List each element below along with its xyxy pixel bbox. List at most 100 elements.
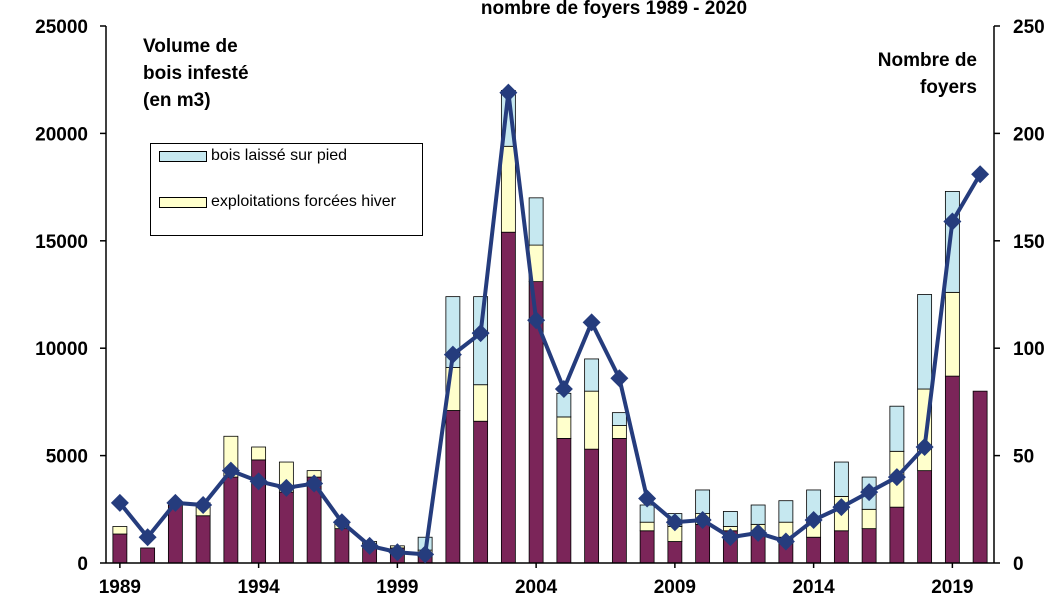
bar-segment [944, 291, 960, 377]
y2-axis-label: Nombre de [878, 50, 977, 71]
bar-segment [639, 504, 655, 523]
x-tick-label: 2004 [515, 577, 558, 598]
bar-segment [611, 438, 627, 564]
x-tick-label: 2019 [931, 577, 973, 598]
bar-segment [917, 470, 933, 564]
bar-segment [251, 446, 267, 461]
y2-tick-label: 100 [1013, 339, 1045, 360]
bar-segment [556, 438, 572, 564]
bar-segment [806, 536, 822, 564]
y-tick-label: 25000 [35, 17, 88, 38]
line-marker [971, 165, 990, 184]
line-marker [249, 472, 268, 491]
legend-label: bois laissé sur pied [211, 147, 348, 164]
bar-segment [944, 375, 960, 564]
line-marker [277, 478, 296, 497]
bar-segment [778, 500, 794, 523]
y-tick-label: 20000 [35, 124, 88, 145]
line-marker [443, 345, 462, 364]
y2-tick-label: 0 [1013, 554, 1024, 575]
x-tick-label: 1989 [99, 577, 141, 598]
line-marker [388, 543, 407, 562]
bar-segment [833, 530, 849, 564]
legend-item: exploitations forcées hiver [159, 192, 411, 212]
line-marker [138, 528, 157, 547]
y2-tick-label: 250 [1013, 17, 1045, 38]
line-marker [305, 474, 324, 493]
bar-segment [195, 515, 211, 564]
line-marker [638, 489, 657, 508]
legend: bois laissé sur pied exploitations forcée… [150, 143, 423, 236]
bar-segment [611, 412, 627, 426]
bar-segment [528, 197, 544, 246]
line-marker [416, 545, 435, 564]
line-marker [943, 212, 962, 231]
y-axis-label: bois infesté [143, 63, 249, 84]
legend-swatch [159, 197, 207, 208]
line-marker [221, 461, 240, 480]
bar-segment [917, 294, 933, 390]
line-marker [499, 83, 518, 102]
bar-segment [833, 461, 849, 497]
bar-segment [695, 523, 711, 564]
x-tick-label: 1994 [237, 577, 280, 598]
bar-segment [500, 145, 516, 233]
line-marker [693, 511, 712, 530]
line-marker [554, 380, 573, 399]
bar-segment [889, 506, 905, 564]
chart-title: nombre de foyers 1989 - 2020 [481, 0, 747, 19]
line-marker [527, 311, 546, 330]
line-marker [194, 496, 213, 515]
y-tick-label: 5000 [46, 447, 88, 468]
bar-segment [861, 528, 877, 564]
y2-axis-label: foyers [920, 77, 977, 98]
bar-segment [140, 547, 156, 564]
bar-segment [112, 526, 128, 535]
y-tick-label: 15000 [35, 232, 88, 253]
bar-segment [223, 476, 239, 564]
bar-segment [639, 521, 655, 532]
bar-segment [584, 390, 600, 450]
y2-tick-label: 50 [1013, 447, 1034, 468]
line-marker [332, 513, 351, 532]
bar-segment [334, 528, 350, 564]
line-marker [832, 498, 851, 517]
legend-swatch [159, 151, 207, 162]
bar-segment [556, 416, 572, 439]
legend-label: exploitations forcées hiver [211, 193, 396, 210]
bar-segment [667, 541, 683, 564]
line-marker [721, 528, 740, 547]
x-tick-label: 2009 [654, 577, 696, 598]
line-marker [887, 468, 906, 487]
bar-segment [473, 384, 489, 422]
x-tick-label: 2014 [792, 577, 835, 598]
line-marker [665, 513, 684, 532]
bar-segment [473, 420, 489, 564]
y2-tick-label: 200 [1013, 124, 1045, 145]
line-marker [166, 493, 185, 512]
line-marker [582, 313, 601, 332]
bar-segment [639, 530, 655, 564]
line-marker [860, 483, 879, 502]
bar-segment [611, 425, 627, 439]
bar-segment [167, 504, 183, 564]
bar-segment [278, 491, 294, 564]
line-marker [471, 324, 490, 343]
line-marker [360, 536, 379, 555]
bar-segment [972, 390, 988, 564]
line-marker [915, 438, 934, 457]
legend-item: bois laissé sur pied [159, 146, 411, 166]
line-marker [776, 532, 795, 551]
y-axis-label: Volume de [143, 36, 238, 57]
bar-segment [584, 448, 600, 564]
bar-segment [112, 533, 128, 564]
line-marker [804, 511, 823, 530]
x-tick-label: 1999 [376, 577, 418, 598]
y2-tick-label: 150 [1013, 232, 1045, 253]
line-marker [110, 493, 129, 512]
bar-segment [445, 410, 461, 564]
y-tick-label: 0 [77, 554, 88, 575]
bar-segment [889, 405, 905, 452]
